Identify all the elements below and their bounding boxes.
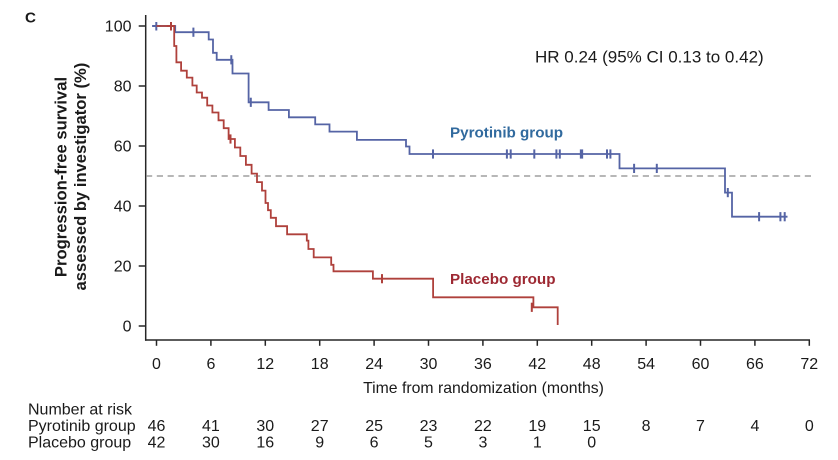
svg-text:0: 0 <box>123 319 132 336</box>
svg-text:Number at risk: Number at risk <box>28 402 133 419</box>
svg-text:Time from randomization (month: Time from randomization (months) <box>363 380 604 397</box>
svg-text:54: 54 <box>637 356 655 373</box>
svg-text:Placebo group: Placebo group <box>28 435 131 452</box>
svg-text:41: 41 <box>202 418 220 435</box>
svg-text:3: 3 <box>478 435 487 452</box>
svg-text:30: 30 <box>202 435 220 452</box>
svg-text:6: 6 <box>206 356 215 373</box>
svg-text:42: 42 <box>148 435 166 452</box>
svg-text:8: 8 <box>642 418 651 435</box>
svg-text:Placebo group: Placebo group <box>450 271 555 288</box>
svg-text:0: 0 <box>805 418 814 435</box>
svg-text:80: 80 <box>114 79 132 96</box>
svg-text:Pyrotinib group: Pyrotinib group <box>28 418 136 435</box>
svg-text:20: 20 <box>114 259 132 276</box>
svg-text:19: 19 <box>528 418 546 435</box>
svg-text:12: 12 <box>256 356 274 373</box>
svg-text:72: 72 <box>800 356 818 373</box>
svg-text:5: 5 <box>424 435 433 452</box>
svg-text:16: 16 <box>256 435 274 452</box>
svg-text:66: 66 <box>746 356 764 373</box>
svg-text:48: 48 <box>583 356 601 373</box>
svg-text:9: 9 <box>315 435 324 452</box>
svg-text:24: 24 <box>365 356 383 373</box>
svg-text:C: C <box>25 10 36 27</box>
svg-text:30: 30 <box>256 418 274 435</box>
svg-text:60: 60 <box>114 139 132 156</box>
svg-text:23: 23 <box>420 418 438 435</box>
svg-text:60: 60 <box>692 356 710 373</box>
svg-text:7: 7 <box>696 418 705 435</box>
svg-text:36: 36 <box>474 356 492 373</box>
svg-text:15: 15 <box>583 418 601 435</box>
svg-text:30: 30 <box>420 356 438 373</box>
svg-text:6: 6 <box>370 435 379 452</box>
svg-text:46: 46 <box>148 418 166 435</box>
svg-text:1: 1 <box>533 435 542 452</box>
svg-text:0: 0 <box>587 435 596 452</box>
svg-text:assessed by investigator (%): assessed by investigator (%) <box>71 63 90 291</box>
svg-text:0: 0 <box>152 356 161 373</box>
svg-text:25: 25 <box>365 418 383 435</box>
svg-text:Pyrotinib group: Pyrotinib group <box>450 125 563 142</box>
svg-text:100: 100 <box>105 19 132 36</box>
svg-text:42: 42 <box>528 356 546 373</box>
svg-text:27: 27 <box>311 418 329 435</box>
svg-text:HR 0.24 (95% CI 0.13 to 0.42): HR 0.24 (95% CI 0.13 to 0.42) <box>535 48 764 67</box>
svg-text:40: 40 <box>114 199 132 216</box>
svg-text:18: 18 <box>311 356 329 373</box>
svg-text:22: 22 <box>474 418 492 435</box>
svg-text:Progression-free survival: Progression-free survival <box>52 77 71 277</box>
svg-text:4: 4 <box>750 418 759 435</box>
